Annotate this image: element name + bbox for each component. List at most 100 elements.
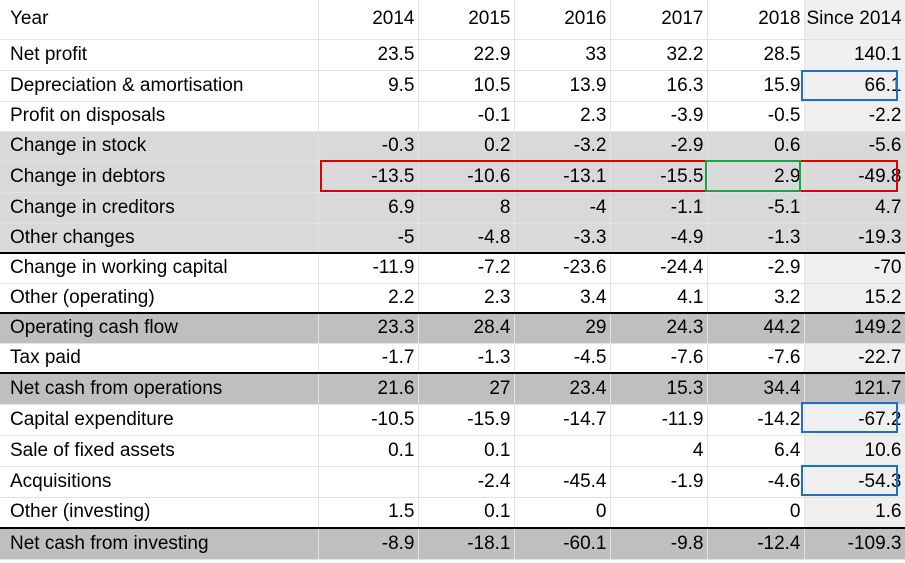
row-label[interactable]: Operating cash flow	[0, 312, 319, 344]
value-cell[interactable]: -1.1	[610, 192, 708, 224]
value-cell[interactable]: 28.4	[418, 312, 515, 344]
value-cell[interactable]: -7.2	[418, 252, 515, 284]
value-cell[interactable]: -49.8	[804, 161, 905, 193]
value-cell[interactable]: -15.5	[610, 161, 708, 193]
row-label[interactable]: Capital expenditure	[0, 404, 319, 436]
value-cell[interactable]: -3.3	[514, 223, 611, 254]
value-cell[interactable]: -11.9	[610, 404, 708, 436]
value-cell[interactable]: -67.2	[804, 404, 905, 436]
header-year-cell[interactable]: 2015	[418, 0, 515, 40]
value-cell[interactable]: 4.7	[804, 192, 905, 224]
row-label[interactable]: Sale of fixed assets	[0, 435, 319, 467]
value-cell[interactable]: -2.4	[418, 466, 515, 498]
value-cell[interactable]: -4	[514, 192, 611, 224]
value-cell[interactable]: 27	[418, 372, 515, 405]
value-cell[interactable]: -2.2	[804, 101, 905, 132]
header-year-label[interactable]: Year	[0, 0, 319, 40]
value-cell[interactable]: 21.6	[318, 372, 419, 405]
value-cell[interactable]: 9.5	[318, 70, 419, 102]
value-cell[interactable]: -15.9	[418, 404, 515, 436]
value-cell[interactable]: -8.9	[318, 527, 419, 560]
value-cell[interactable]: 15.9	[707, 70, 805, 102]
row-label[interactable]: Net cash from investing	[0, 527, 319, 560]
value-cell[interactable]: 2.9	[707, 161, 805, 193]
value-cell[interactable]	[318, 101, 419, 132]
value-cell[interactable]: 29	[514, 312, 611, 344]
value-cell[interactable]: 121.7	[804, 372, 905, 405]
value-cell[interactable]: 3.4	[514, 283, 611, 314]
value-cell[interactable]: 24.3	[610, 312, 708, 344]
value-cell[interactable]: -45.4	[514, 466, 611, 498]
value-cell[interactable]: 2.3	[418, 283, 515, 314]
value-cell[interactable]: -19.3	[804, 223, 905, 254]
value-cell[interactable]: -3.2	[514, 131, 611, 162]
value-cell[interactable]: -1.9	[610, 466, 708, 498]
value-cell[interactable]	[318, 466, 419, 498]
value-cell[interactable]: -1.3	[707, 223, 805, 254]
value-cell[interactable]: -4.6	[707, 466, 805, 498]
value-cell[interactable]: 28.5	[707, 39, 805, 71]
row-label[interactable]: Net profit	[0, 39, 319, 71]
value-cell[interactable]: 10.5	[418, 70, 515, 102]
value-cell[interactable]: 0.1	[318, 435, 419, 467]
value-cell[interactable]: -0.1	[418, 101, 515, 132]
value-cell[interactable]: -2.9	[610, 131, 708, 162]
value-cell[interactable]: -3.9	[610, 101, 708, 132]
row-label[interactable]: Other changes	[0, 223, 319, 254]
header-year-cell[interactable]: 2018	[707, 0, 805, 40]
value-cell[interactable]: 23.3	[318, 312, 419, 344]
row-label[interactable]: Change in creditors	[0, 192, 319, 224]
value-cell[interactable]: 34.4	[707, 372, 805, 405]
value-cell[interactable]: -0.5	[707, 101, 805, 132]
value-cell[interactable]: 0	[514, 497, 611, 529]
value-cell[interactable]: -13.1	[514, 161, 611, 193]
value-cell[interactable]: 140.1	[804, 39, 905, 71]
value-cell[interactable]: -109.3	[804, 527, 905, 560]
value-cell[interactable]: 0	[707, 497, 805, 529]
value-cell[interactable]: -60.1	[514, 527, 611, 560]
value-cell[interactable]: 4	[610, 435, 708, 467]
value-cell[interactable]: -7.6	[707, 343, 805, 374]
value-cell[interactable]: -4.8	[418, 223, 515, 254]
value-cell[interactable]: 10.6	[804, 435, 905, 467]
value-cell[interactable]: 66.1	[804, 70, 905, 102]
value-cell[interactable]: 23.4	[514, 372, 611, 405]
value-cell[interactable]: 13.9	[514, 70, 611, 102]
value-cell[interactable]: -4.9	[610, 223, 708, 254]
row-label[interactable]: Change in debtors	[0, 161, 319, 193]
value-cell[interactable]: 1.5	[318, 497, 419, 529]
row-label[interactable]: Change in stock	[0, 131, 319, 162]
value-cell[interactable]: -5	[318, 223, 419, 254]
value-cell[interactable]: -1.3	[418, 343, 515, 374]
value-cell[interactable]: -70	[804, 252, 905, 284]
value-cell[interactable]: 0.1	[418, 435, 515, 467]
value-cell[interactable]: 0.1	[418, 497, 515, 529]
value-cell[interactable]: 32.2	[610, 39, 708, 71]
row-label[interactable]: Change in working capital	[0, 252, 319, 284]
value-cell[interactable]	[514, 435, 611, 467]
row-label[interactable]: Tax paid	[0, 343, 319, 374]
value-cell[interactable]: -7.6	[610, 343, 708, 374]
row-label[interactable]: Net cash from operations	[0, 372, 319, 405]
value-cell[interactable]: -24.4	[610, 252, 708, 284]
row-label[interactable]: Other (investing)	[0, 497, 319, 529]
value-cell[interactable]: -9.8	[610, 527, 708, 560]
row-label[interactable]: Profit on disposals	[0, 101, 319, 132]
value-cell[interactable]: 15.2	[804, 283, 905, 314]
value-cell[interactable]: -14.7	[514, 404, 611, 436]
value-cell[interactable]: -54.3	[804, 466, 905, 498]
value-cell[interactable]: 149.2	[804, 312, 905, 344]
value-cell[interactable]: 23.5	[318, 39, 419, 71]
header-year-cell[interactable]: Since 2014	[804, 0, 905, 40]
value-cell[interactable]: 2.2	[318, 283, 419, 314]
value-cell[interactable]: -23.6	[514, 252, 611, 284]
value-cell[interactable]: -10.5	[318, 404, 419, 436]
value-cell[interactable]: -13.5	[318, 161, 419, 193]
value-cell[interactable]: 0.6	[707, 131, 805, 162]
header-year-cell[interactable]: 2014	[318, 0, 419, 40]
value-cell[interactable]: -4.5	[514, 343, 611, 374]
value-cell[interactable]: 6.9	[318, 192, 419, 224]
value-cell[interactable]: 1.6	[804, 497, 905, 529]
value-cell[interactable]: -18.1	[418, 527, 515, 560]
header-year-cell[interactable]: 2016	[514, 0, 611, 40]
